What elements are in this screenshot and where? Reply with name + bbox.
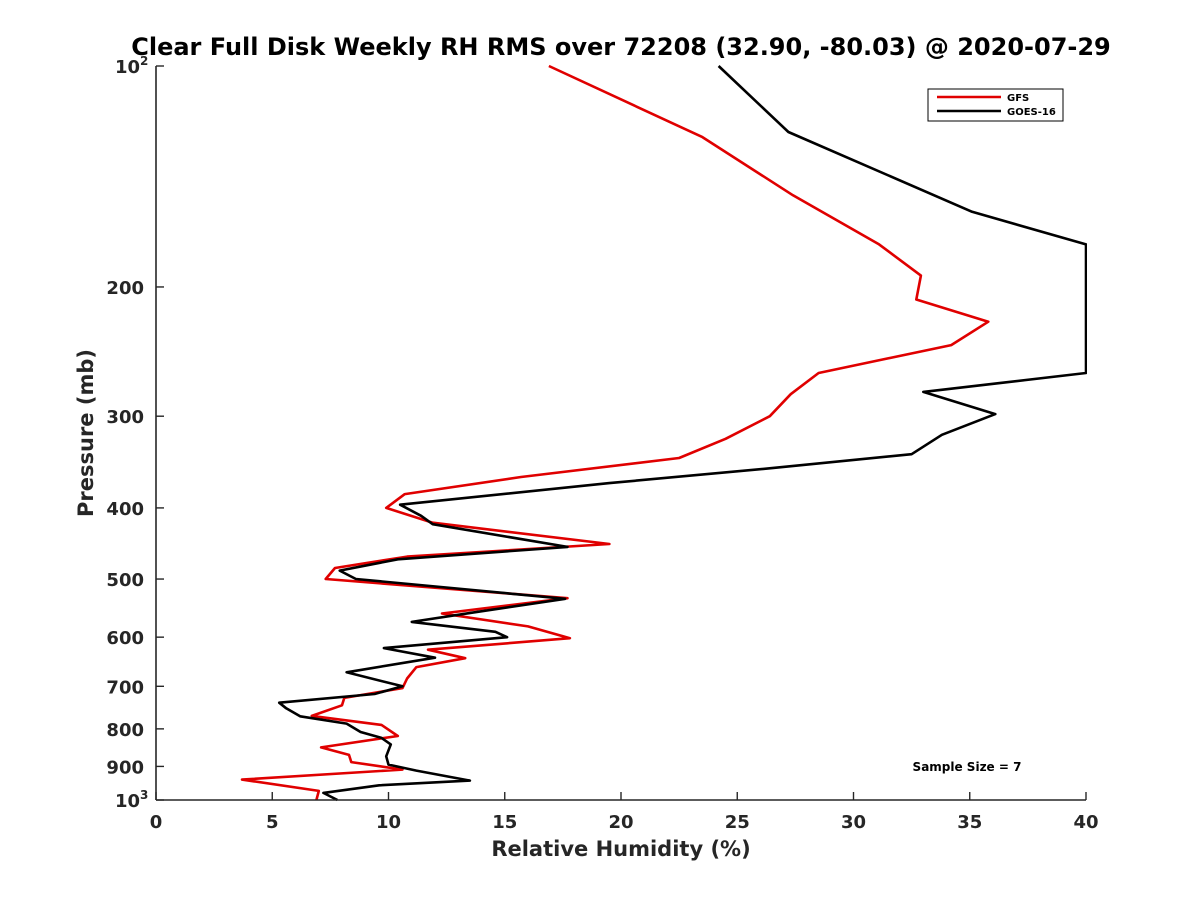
y-tick-label: 10 [115, 791, 140, 812]
y-tick-label: 800 [106, 720, 144, 741]
x-tick-label: 40 [1073, 812, 1098, 833]
sample-size-annotation: Sample Size = 7 [913, 760, 1022, 774]
x-tick-label: 0 [150, 812, 163, 833]
x-tick-label: 15 [492, 812, 517, 833]
y-tick-label: 900 [106, 757, 144, 778]
legend-box [927, 88, 1064, 122]
x-tick-label: 10 [376, 812, 401, 833]
y-axis-label: Pressure (mb) [74, 349, 98, 517]
series-layer [240, 64, 1087, 802]
x-tick-label: 5 [266, 812, 279, 833]
chart-title: Clear Full Disk Weekly RH RMS over 72208… [131, 33, 1111, 61]
x-axis-label: Relative Humidity (%) [491, 837, 750, 861]
x-tick-label: 35 [957, 812, 982, 833]
x-tick-label: 30 [841, 812, 866, 833]
x-axis-ticks: 0 5 10 15 20 25 30 35 40 [150, 792, 1099, 833]
legend: GFS GOES-16 [927, 88, 1064, 122]
y-tick-label: 400 [106, 499, 144, 520]
series-line-goes16 [277, 65, 1087, 802]
y-tick-label: 500 [106, 570, 144, 591]
y-tick-label: 600 [106, 628, 144, 649]
y-tick-exponent: 2 [140, 54, 148, 68]
x-tick-label: 20 [608, 812, 633, 833]
legend-label-gfs: GFS [1007, 93, 1029, 104]
y-tick-label: 200 [106, 278, 144, 299]
y-tick-exponent: 3 [140, 788, 148, 802]
y-tick-label: 300 [106, 407, 144, 428]
x-tick-label: 25 [725, 812, 750, 833]
y-tick-label: 700 [106, 677, 144, 698]
legend-label-goes16: GOES-16 [1007, 107, 1056, 118]
y-tick-label: 10 [115, 57, 140, 78]
plot-area: 0 5 10 15 20 25 30 35 40 10 220030040050060070080… [106, 54, 1098, 833]
